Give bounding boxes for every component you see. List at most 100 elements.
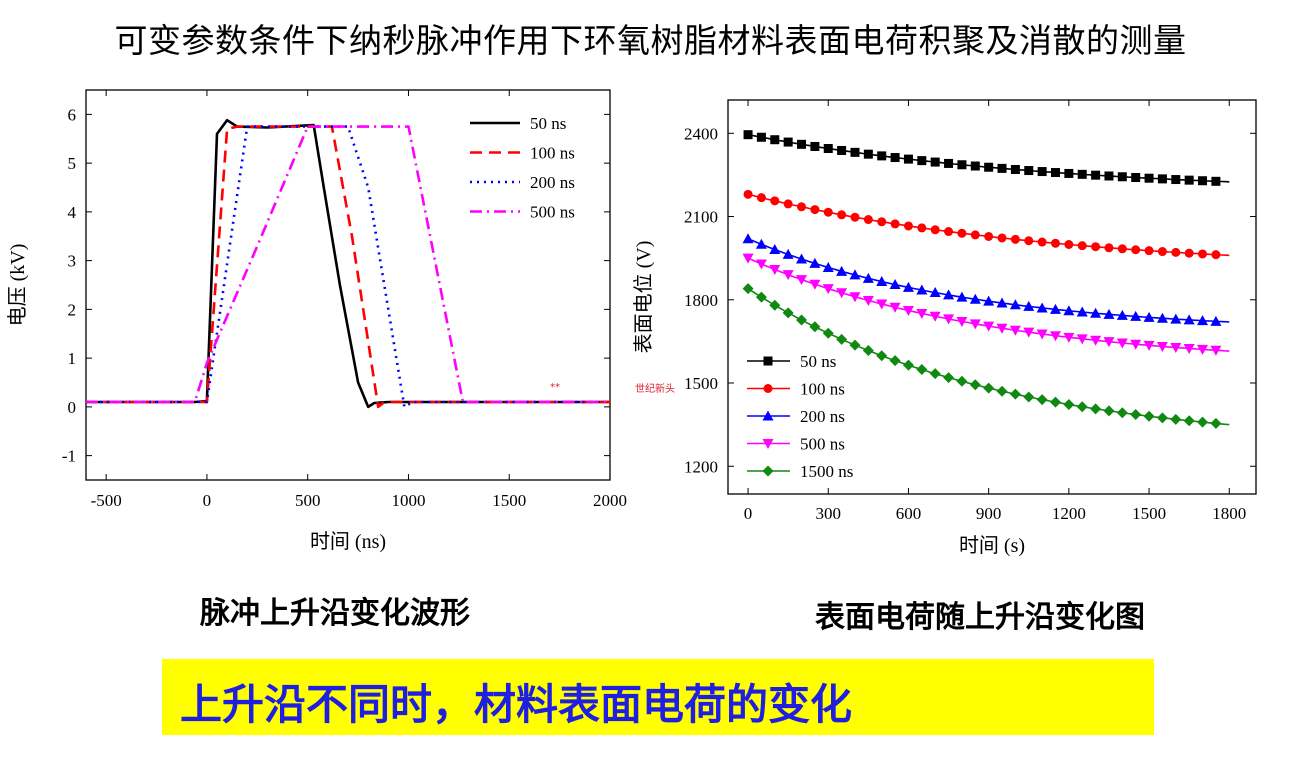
data-point xyxy=(755,291,767,303)
data-point xyxy=(809,257,821,268)
data-point xyxy=(1010,234,1020,244)
data-point xyxy=(823,207,833,217)
series-line-1 xyxy=(86,125,610,409)
data-point xyxy=(889,355,901,367)
data-point xyxy=(1037,167,1047,177)
data-point xyxy=(1130,310,1142,321)
data-point xyxy=(1130,339,1142,350)
data-point xyxy=(862,272,874,283)
data-point xyxy=(783,137,793,147)
data-point xyxy=(809,321,821,333)
data-point xyxy=(929,311,941,322)
data-point xyxy=(877,151,887,161)
x-axis-label: 时间 (s) xyxy=(959,534,1025,557)
voltage-waveform-svg: -500 0 500 1000 1500 2000 -1 0 1 2 3 4 5 6 时间 (ns) 电压 (… xyxy=(6,89,627,553)
data-point xyxy=(1117,244,1127,254)
data-point xyxy=(782,307,794,319)
data-point xyxy=(1036,329,1048,340)
surface-potential-svg: 0 300 600 900 1200 1500 1800 1200 1500 1800 2100 24… xyxy=(632,99,1257,557)
data-point xyxy=(983,321,995,332)
x-axis-label: 时间 (ns) xyxy=(310,530,386,553)
data-point xyxy=(969,379,981,391)
data-point xyxy=(1009,388,1021,400)
x-tick-label: 1200 xyxy=(1052,504,1086,523)
data-point xyxy=(876,350,888,362)
data-point xyxy=(796,253,808,264)
data-point xyxy=(1050,168,1060,178)
legend-label: 500 ns xyxy=(530,203,575,222)
data-point xyxy=(1103,405,1115,417)
data-point xyxy=(1143,340,1155,351)
data-point xyxy=(1197,344,1209,355)
data-point xyxy=(1171,175,1181,185)
data-point xyxy=(1144,246,1154,256)
data-point xyxy=(943,314,955,325)
data-point xyxy=(1090,307,1102,318)
data-point xyxy=(1090,335,1102,346)
data-point xyxy=(1156,312,1168,323)
x-tick-label: 500 xyxy=(295,491,321,510)
x-tick-label: 1500 xyxy=(1132,504,1166,523)
data-point xyxy=(877,217,887,227)
data-point xyxy=(1023,391,1035,403)
y-tick-label: 3 xyxy=(68,252,77,271)
data-point xyxy=(770,135,780,145)
data-point xyxy=(796,275,808,286)
data-point xyxy=(957,228,967,238)
watermark-text: 世纪新头 xyxy=(635,382,675,395)
x-tick-label: 1500 xyxy=(492,491,526,510)
data-point xyxy=(769,299,781,311)
data-point xyxy=(997,233,1007,243)
data-point xyxy=(1036,302,1048,313)
data-point xyxy=(1183,415,1195,427)
data-point xyxy=(929,368,941,380)
data-point xyxy=(849,292,861,303)
data-point xyxy=(929,287,941,298)
data-point xyxy=(837,210,847,220)
data-point xyxy=(1157,247,1167,257)
y-tick-label: 1500 xyxy=(684,374,718,393)
y-tick-label: 2100 xyxy=(684,208,718,227)
data-point xyxy=(1024,166,1034,176)
data-point xyxy=(956,375,968,387)
y-tick-label: -1 xyxy=(62,447,76,466)
data-point xyxy=(836,265,848,276)
data-point xyxy=(1210,417,1222,429)
data-point xyxy=(943,289,955,300)
legend-label: 50 ns xyxy=(530,114,566,133)
x-tick-label: -500 xyxy=(91,491,122,510)
data-point xyxy=(917,223,927,233)
data-point xyxy=(970,230,980,240)
series-line-0 xyxy=(86,118,610,409)
data-point xyxy=(1037,237,1047,247)
data-point xyxy=(983,382,995,394)
data-point xyxy=(770,196,780,206)
x-tick-label: 300 xyxy=(816,504,842,523)
data-point xyxy=(1023,300,1035,311)
data-point xyxy=(1210,315,1222,326)
data-point xyxy=(810,205,820,215)
data-point xyxy=(782,248,794,259)
data-point xyxy=(1143,410,1155,422)
data-point xyxy=(1064,168,1074,178)
data-point xyxy=(903,221,913,231)
data-point xyxy=(836,333,848,345)
data-point xyxy=(1116,407,1128,419)
data-point xyxy=(902,359,914,371)
series-line-1 xyxy=(747,193,1230,257)
data-point xyxy=(1024,236,1034,246)
legend-label: 500 ns xyxy=(800,435,845,454)
data-point xyxy=(1049,303,1061,314)
watermark-mark: ** xyxy=(550,382,560,393)
legend-label: 50 ns xyxy=(800,352,836,371)
legend-marker xyxy=(763,356,773,366)
data-point xyxy=(1010,164,1020,174)
y-tick-label: 1200 xyxy=(684,457,718,476)
data-point xyxy=(903,154,913,164)
data-point xyxy=(836,288,848,299)
page-title: 可变参数条件下纳秒脉冲作用下环氧树脂材料表面电荷积聚及消散的测量 xyxy=(114,21,1187,60)
data-point xyxy=(890,219,900,229)
legend-marker xyxy=(762,439,774,449)
y-tick-label: 4 xyxy=(68,203,77,222)
y-tick-label: 2400 xyxy=(684,124,718,143)
